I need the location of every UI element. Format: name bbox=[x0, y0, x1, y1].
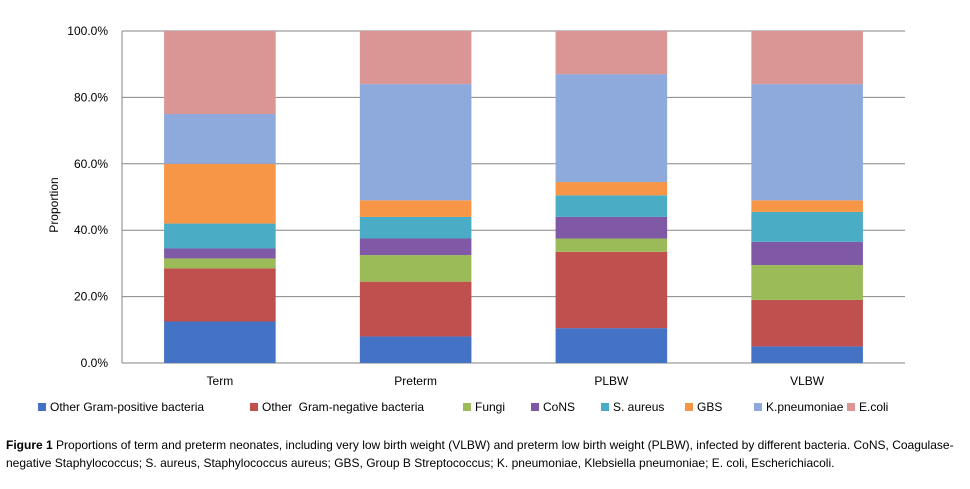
legend-swatch bbox=[754, 403, 762, 411]
legend-label: Other Gram-positive bacteria bbox=[50, 400, 205, 414]
figure-caption: Figure 1 Proportions of term and preterm… bbox=[6, 436, 966, 472]
bar-segment bbox=[164, 248, 276, 259]
legend-item: K.pneumoniae bbox=[754, 400, 843, 414]
bar-segment bbox=[359, 84, 472, 201]
bar-segment bbox=[555, 216, 668, 239]
bar-segment bbox=[555, 251, 668, 329]
bar-segment bbox=[359, 281, 472, 337]
bar-segment bbox=[751, 346, 863, 363]
bar-segment bbox=[359, 216, 472, 239]
bar-segment bbox=[555, 238, 668, 252]
y-tick-label: 80.0% bbox=[74, 90, 108, 104]
bar-segment bbox=[164, 114, 276, 164]
legend-label: CoNS bbox=[543, 400, 576, 414]
legend-label: K.pneumoniae bbox=[766, 400, 844, 414]
bar-segment bbox=[751, 299, 863, 347]
bar-segment bbox=[555, 328, 668, 363]
y-tick-label: 0.0% bbox=[81, 356, 109, 370]
y-tick-label: 20.0% bbox=[74, 290, 108, 304]
x-tick-label: Preterm bbox=[394, 374, 437, 388]
x-tick-label: VLBW bbox=[790, 374, 825, 388]
bar-segment bbox=[359, 200, 472, 217]
bar-segment bbox=[751, 265, 863, 300]
x-tick-label: Term bbox=[207, 374, 234, 388]
bar-segment bbox=[555, 31, 668, 75]
bar-segment bbox=[555, 74, 668, 183]
legend-label: Other Gram-negative bacteria bbox=[262, 400, 425, 414]
bar-segment bbox=[164, 268, 276, 322]
y-tick-label: 40.0% bbox=[74, 223, 108, 237]
legend-swatch bbox=[463, 403, 471, 411]
bar-segment bbox=[164, 258, 276, 269]
axes: 0.0% 20.0% 40.0% 60.0% 80.0% 100.0% Term Preter… bbox=[67, 24, 825, 388]
caption-label: Figure 1 bbox=[6, 438, 53, 452]
bar-segment bbox=[359, 336, 472, 363]
bar-segment bbox=[555, 195, 668, 217]
legend-item: Fungi bbox=[463, 400, 505, 414]
caption-text: Proportions of term and preterm neonates… bbox=[6, 438, 954, 470]
legend-item: Other Gram-negative bacteria bbox=[250, 400, 424, 414]
bar-segment bbox=[164, 321, 276, 363]
legend-item: E.coli bbox=[847, 400, 888, 414]
stacked-bar-chart: 0.0% 20.0% 40.0% 60.0% 80.0% 100.0% Term Preter… bbox=[47, 24, 905, 388]
legend-label: Fungi bbox=[475, 400, 506, 414]
y-axis-label: Proportion bbox=[47, 177, 61, 232]
bar-segment bbox=[751, 200, 863, 212]
bar-segment bbox=[555, 182, 668, 196]
legend-item: S. aureus bbox=[601, 400, 664, 414]
bar-segment bbox=[164, 223, 276, 249]
bar-segment bbox=[751, 31, 863, 85]
bar-segment bbox=[359, 255, 472, 282]
legend-swatch bbox=[531, 403, 539, 411]
bar-segment bbox=[164, 31, 276, 114]
legend-label: S. aureus bbox=[613, 400, 665, 414]
legend-label: E.coli bbox=[859, 400, 889, 414]
legend-item: CoNS bbox=[531, 400, 575, 414]
legend-swatch bbox=[38, 403, 46, 411]
x-tick-label: PLBW bbox=[594, 374, 629, 388]
y-tick-label: 60.0% bbox=[74, 157, 108, 171]
bar-segment bbox=[751, 241, 863, 266]
legend-label: GBS bbox=[697, 400, 723, 414]
bar-segment bbox=[359, 238, 472, 256]
legend-swatch bbox=[685, 403, 693, 411]
bar-segment bbox=[164, 163, 276, 224]
legend-swatch bbox=[250, 403, 258, 411]
legend-item: Other Gram-positive bacteria bbox=[38, 400, 204, 414]
bar-segment bbox=[359, 31, 472, 85]
bars bbox=[164, 31, 863, 363]
legend-swatch bbox=[847, 403, 855, 411]
y-tick-label: 100.0% bbox=[67, 24, 108, 38]
chart-legend: Other Gram-positive bacteria Other Gram-n… bbox=[38, 400, 958, 418]
legend-item: GBS bbox=[685, 400, 722, 414]
bar-segment bbox=[751, 211, 863, 242]
bar-segment bbox=[751, 84, 863, 201]
legend-swatch bbox=[601, 403, 609, 411]
